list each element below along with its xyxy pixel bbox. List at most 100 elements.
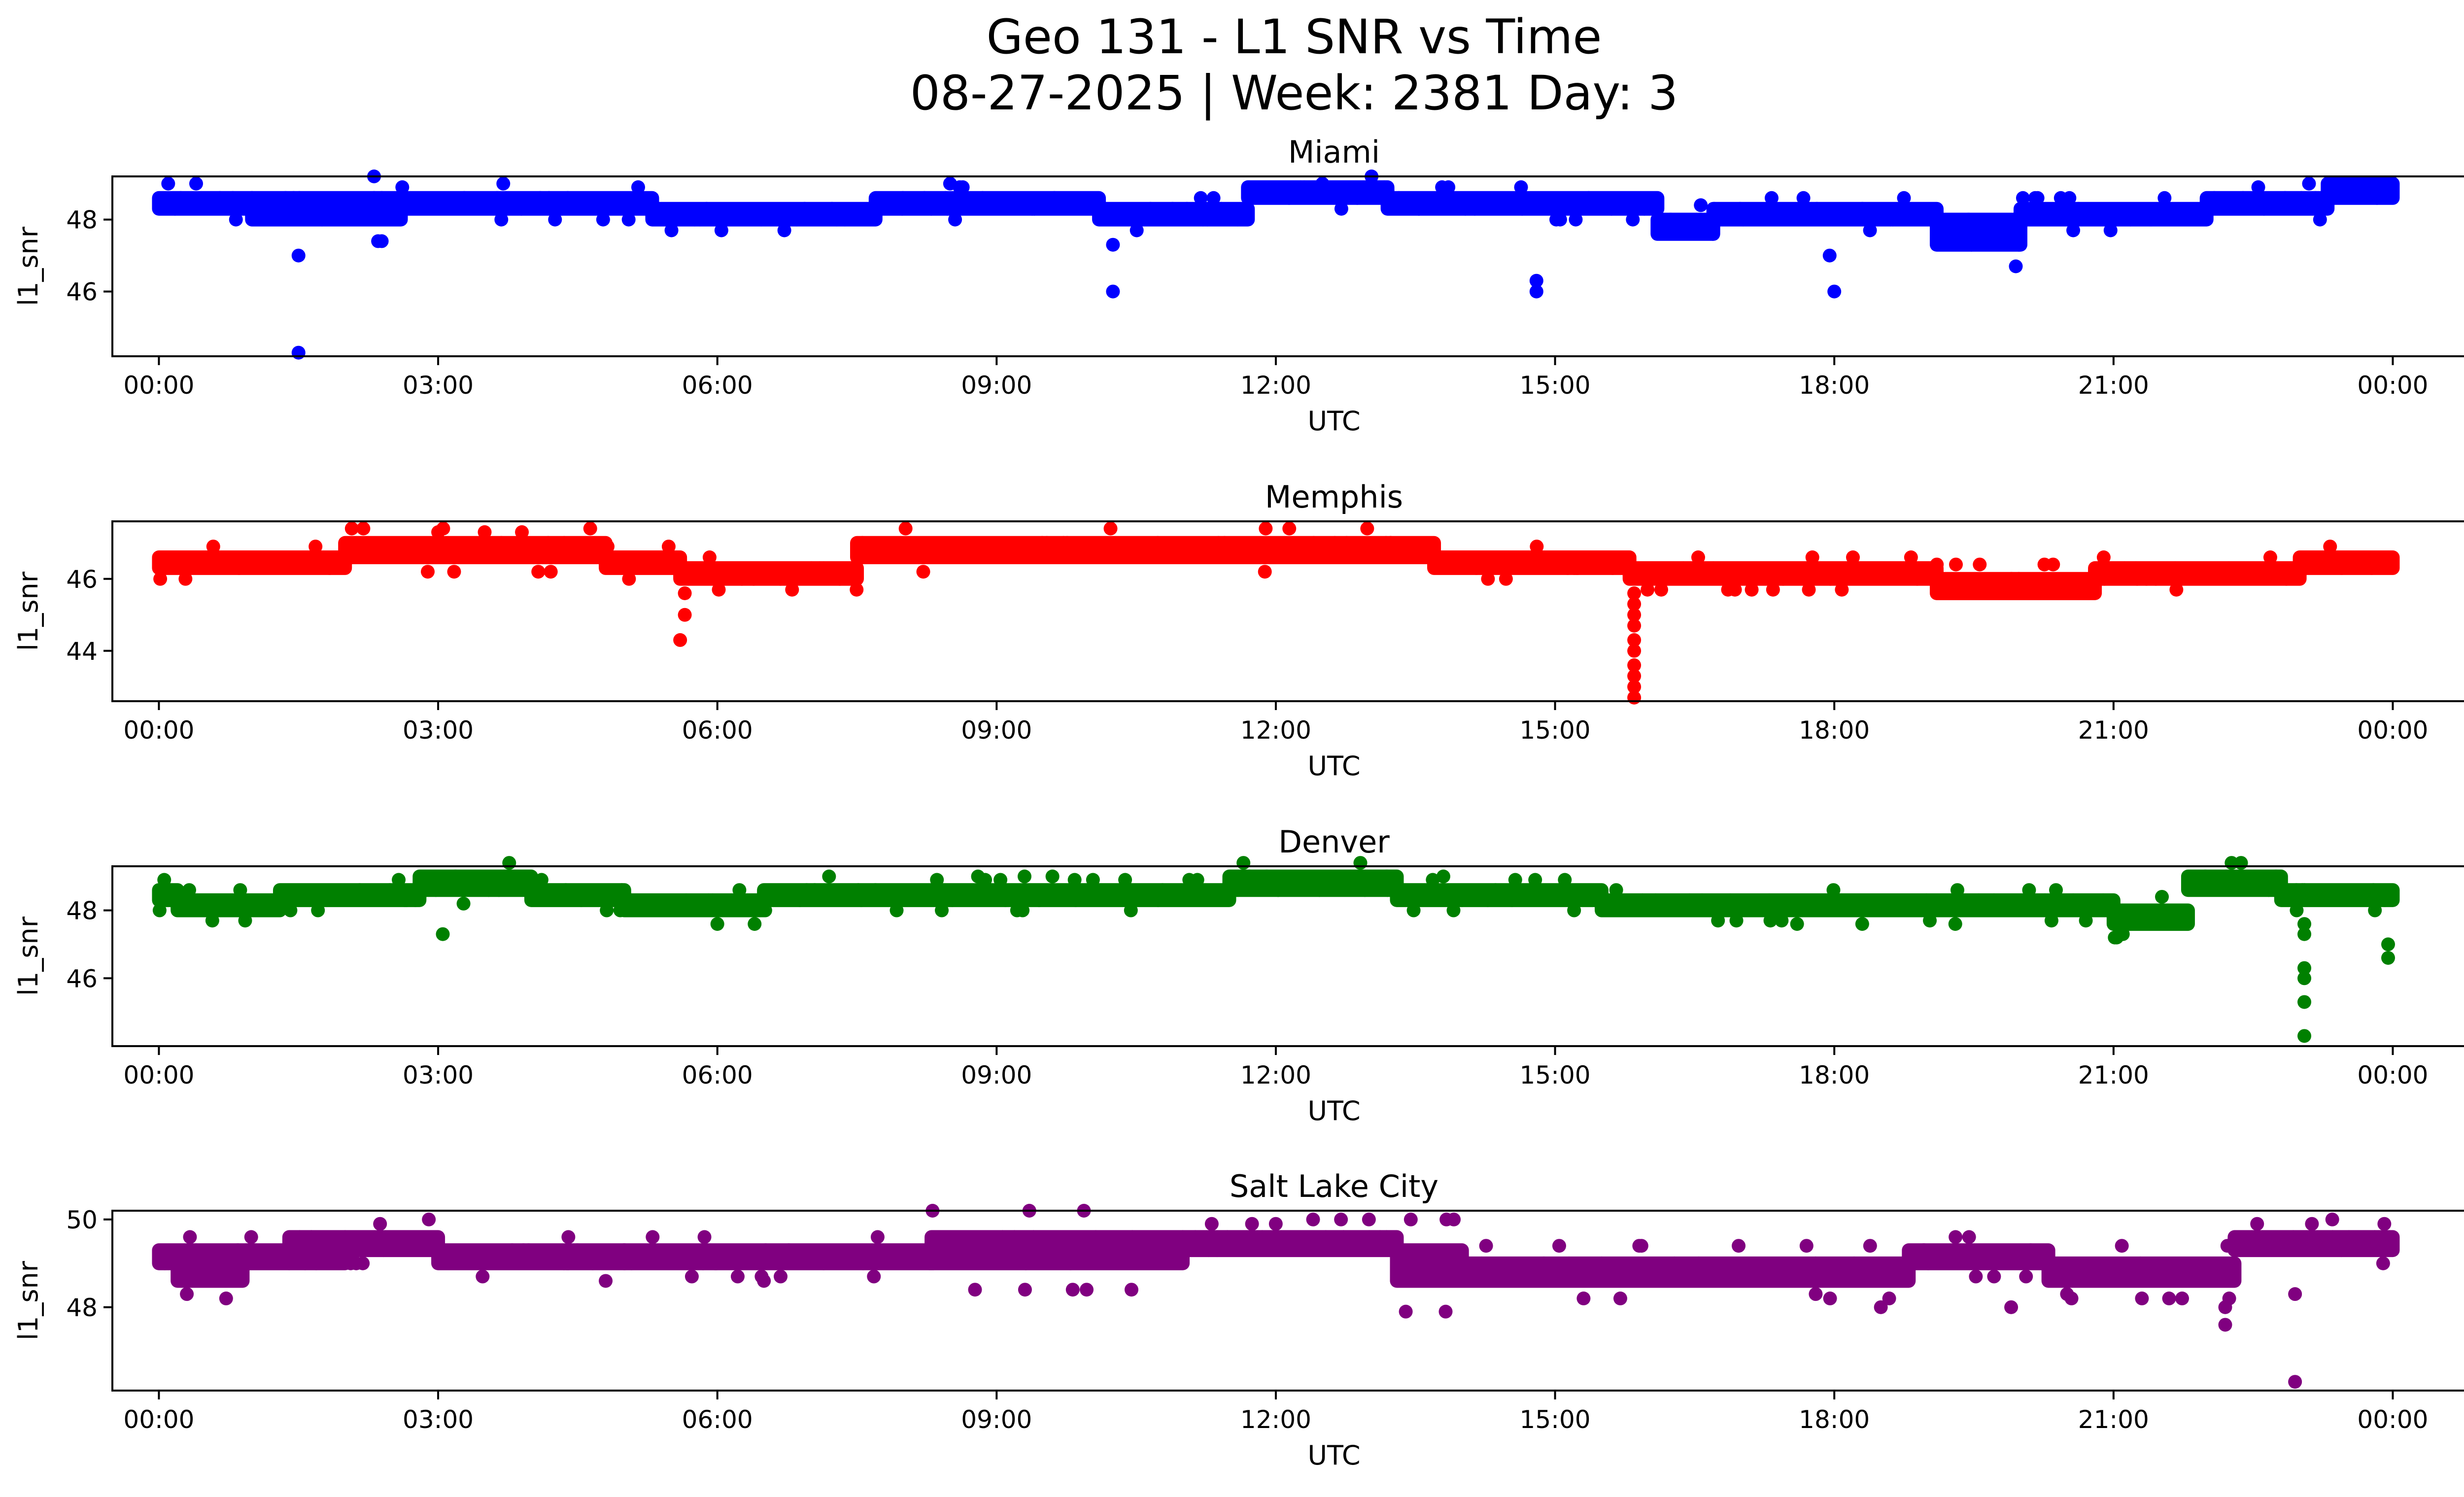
data-point (732, 883, 747, 897)
data-point-outlier (1529, 284, 1543, 299)
data-point-outlier (757, 1274, 771, 1288)
data-point (448, 869, 463, 884)
x-axis-label: UTC (1307, 1440, 1360, 1471)
data-point (2263, 550, 2277, 564)
data-point (1027, 1230, 1041, 1244)
data-point (785, 582, 799, 597)
data-point (1823, 572, 1838, 586)
data-point (2019, 1269, 2033, 1284)
data-point (758, 1243, 773, 1258)
data-point (1438, 1304, 1453, 1319)
data-point (2096, 893, 2110, 907)
data-point-outlier (291, 248, 306, 263)
series-segment (1222, 856, 1404, 897)
series-points (152, 521, 2400, 705)
data-point-outlier (1855, 917, 1869, 931)
data-point (1143, 202, 1158, 216)
data-point (792, 893, 807, 907)
data-point (916, 565, 930, 579)
data-point (534, 873, 548, 887)
data-point (1558, 873, 1572, 887)
x-tick-label: 00:00 (123, 371, 194, 400)
data-point (319, 550, 333, 564)
x-tick-label: 03:00 (403, 1405, 474, 1434)
data-point (1027, 202, 1041, 216)
data-point (1930, 557, 1944, 572)
data-point (1567, 903, 1581, 918)
data-point (1695, 893, 1709, 907)
data-point (867, 1269, 881, 1284)
data-point (1952, 903, 1966, 918)
data-point (2326, 1230, 2340, 1244)
data-point (1488, 883, 1503, 897)
data-point (895, 191, 910, 205)
data-point (233, 883, 247, 897)
data-point (1282, 521, 1297, 536)
data-point (1706, 227, 1720, 241)
data-point (727, 1256, 742, 1270)
data-point (1018, 550, 1032, 564)
y-tick-label: 46 (66, 565, 98, 594)
x-tick-label: 00:00 (2357, 1405, 2428, 1434)
data-point (1188, 1230, 1202, 1244)
panel-3: Salt Lake City 00:00 03:00 06:00 09:00 12:00 1… (13, 1168, 2464, 1471)
data-point (344, 521, 359, 536)
plot-frame (111, 1210, 2464, 1392)
data-point (346, 550, 360, 564)
data-point (1949, 1230, 1963, 1244)
data-point-outlier (189, 176, 203, 191)
x-tick-label: 06:00 (682, 1061, 753, 1089)
data-point-outlier (1627, 680, 1642, 694)
series-segment (2013, 191, 2214, 238)
data-point (1260, 869, 1274, 884)
data-point (1155, 883, 1169, 897)
data-point-outlier (2297, 1029, 2312, 1043)
data-point-outlier (1627, 618, 1642, 633)
data-point (1334, 202, 1348, 216)
data-point (1350, 191, 1365, 205)
data-point (371, 234, 385, 248)
data-point (1691, 550, 1705, 564)
data-point (2096, 550, 2111, 564)
data-point (1634, 1239, 1648, 1253)
data-point-outlier (422, 1212, 436, 1226)
data-point (2250, 1217, 2264, 1231)
data-point (870, 1230, 885, 1244)
data-point (1312, 883, 1327, 897)
data-point (799, 883, 814, 897)
data-point (2323, 191, 2337, 205)
series-points (152, 170, 2400, 360)
data-point (1641, 582, 1655, 597)
data-point (1728, 582, 1742, 597)
data-point (1455, 893, 1469, 907)
data-point-outlier (1306, 1212, 1320, 1226)
data-point (1472, 550, 1486, 564)
data-point (2366, 883, 2381, 897)
data-point (1835, 582, 1849, 597)
data-point (157, 873, 171, 887)
data-point (1188, 883, 1202, 897)
data-point (2046, 586, 2060, 600)
data-point (541, 536, 555, 550)
data-point (2269, 869, 2283, 884)
data-point (754, 212, 768, 227)
series-segment (1455, 1239, 1609, 1306)
data-point (1441, 180, 1456, 194)
x-tick-label: 00:00 (123, 716, 194, 745)
x-tick-label: 21:00 (2078, 371, 2149, 400)
data-point (2290, 903, 2304, 918)
series-segment (1176, 1217, 1404, 1258)
data-point (2175, 1292, 2190, 1306)
data-point (1921, 1256, 1935, 1270)
data-point (583, 521, 597, 536)
data-point (1635, 893, 1649, 907)
data-point (1047, 191, 1061, 205)
data-point (1814, 1274, 1829, 1288)
x-tick-label: 15:00 (1520, 371, 1591, 400)
data-point-outlier (673, 633, 687, 647)
data-point (600, 903, 614, 918)
data-point (222, 550, 237, 564)
data-point (1379, 869, 1394, 884)
x-tick-label: 00:00 (2357, 1061, 2428, 1089)
data-point (1080, 1283, 1094, 1297)
